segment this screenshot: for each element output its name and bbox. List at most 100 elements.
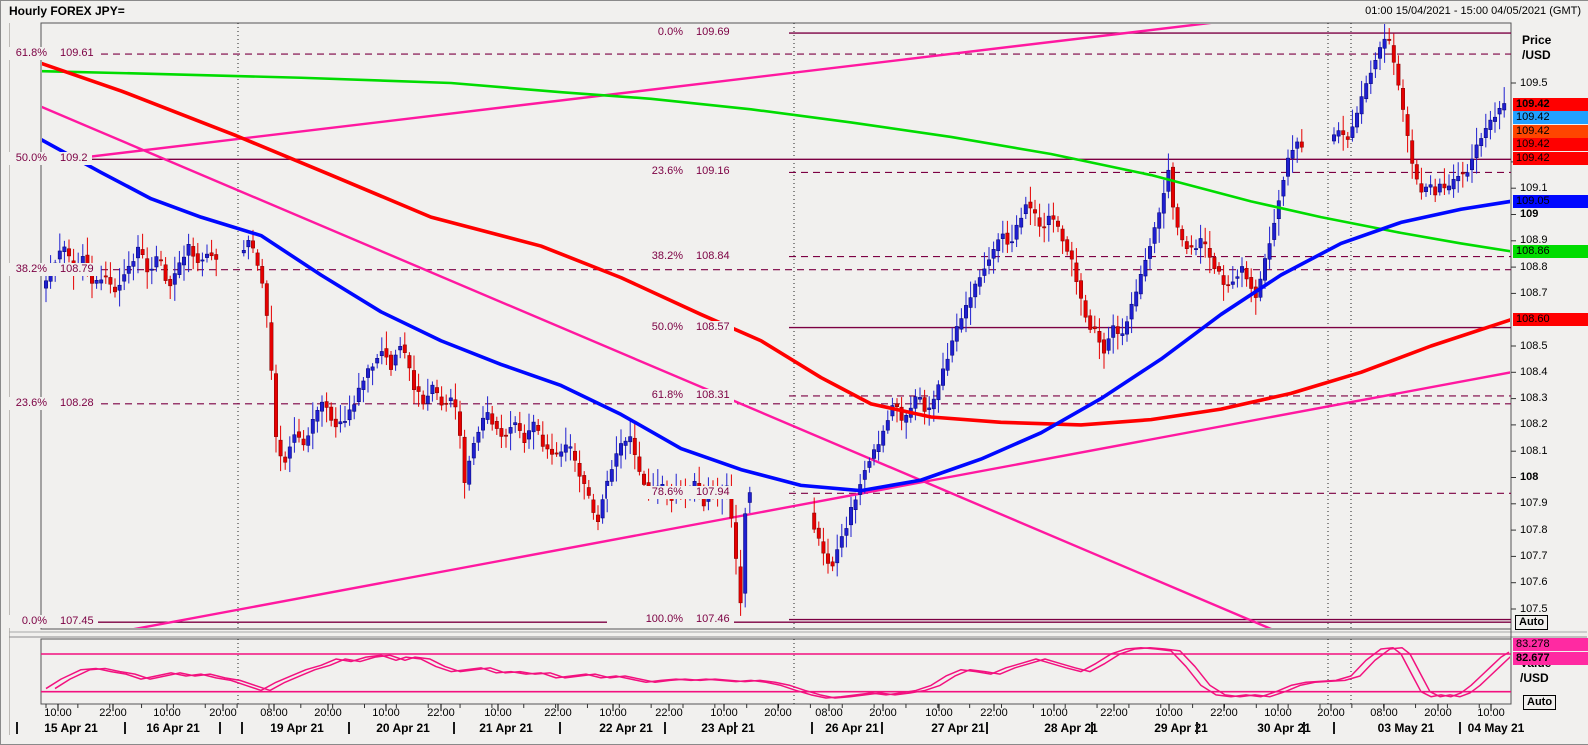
candle-body-down — [545, 444, 550, 450]
candle-body-down — [1345, 136, 1350, 140]
candle-body-up — [1451, 178, 1456, 190]
candle-body-down — [895, 403, 899, 408]
candle-body-up — [1138, 273, 1143, 295]
candle-body-up — [1111, 325, 1116, 338]
candle-body-down — [168, 279, 173, 287]
candle-body-up — [1378, 47, 1382, 59]
candle-body-up — [1497, 107, 1502, 115]
candle-body-up — [379, 351, 384, 357]
stochastic-d-line[interactable] — [54, 646, 1518, 699]
candle-body-down — [1065, 239, 1070, 252]
candle-body-down — [435, 387, 439, 394]
candle-body-up — [839, 536, 844, 548]
candle-body-down — [269, 322, 274, 371]
candle-body-up — [370, 366, 375, 371]
candle-body-down — [67, 248, 71, 257]
value-axis-auto-button[interactable]: Auto — [1523, 695, 1557, 710]
candle-body-up — [1437, 183, 1442, 193]
candle-body-up — [467, 460, 472, 485]
candle-body-up — [720, 493, 725, 499]
candle-body-up — [1235, 276, 1240, 279]
candle-body-down — [462, 436, 467, 483]
candle-body-down — [596, 514, 600, 522]
candle-body-up — [918, 397, 922, 400]
candle-body-down — [260, 266, 265, 284]
candle-body-down — [278, 439, 283, 457]
candle-body-down — [1207, 248, 1212, 258]
chart-time-range: 01:00 15/04/2021 - 15:00 04/05/2021 (GMT… — [1365, 5, 1581, 17]
candle-body-down — [251, 240, 255, 249]
candle-body-down — [71, 260, 76, 276]
candle-body-down — [1396, 63, 1401, 86]
candle-body-up — [292, 434, 297, 443]
candle-body-up — [310, 419, 315, 434]
candle-body-down — [812, 512, 817, 530]
candle-body-up — [660, 484, 665, 488]
candle-body-up — [614, 453, 619, 467]
candle-body-down — [1221, 275, 1226, 285]
candle-body-up — [605, 480, 610, 499]
candle-body-down — [1028, 201, 1033, 209]
candle-body-down — [683, 487, 688, 495]
candle-body-down — [550, 448, 554, 455]
candle-body-down — [145, 258, 150, 273]
candle-body-up — [1134, 291, 1139, 307]
candle-body-down — [264, 283, 269, 316]
candle-body-down — [1092, 326, 1097, 330]
candle-body-up — [172, 273, 177, 285]
candle-body-up — [1295, 141, 1300, 149]
falling-trendline[interactable] — [41, 105, 1286, 636]
candle-body-up — [315, 410, 320, 422]
candle-body-up — [968, 297, 973, 308]
candle-body-down — [439, 396, 444, 406]
candle-body-down — [1033, 209, 1037, 214]
rising-support-trendline[interactable] — [129, 371, 1511, 630]
candle-body-up — [1106, 338, 1111, 351]
candle-body-up — [471, 443, 476, 459]
candle-body-down — [1184, 241, 1189, 249]
candle-body-up — [1046, 215, 1051, 226]
candle-body-down — [159, 259, 163, 262]
candle-body-down — [1212, 257, 1217, 270]
candle-body-up — [609, 469, 614, 482]
candle-body-up — [881, 430, 886, 446]
candle-body-up — [398, 346, 403, 351]
candle-body-down — [1442, 183, 1447, 189]
candle-body-down — [85, 254, 90, 268]
ma-blue[interactable] — [41, 138, 1511, 493]
candle-body-down — [573, 450, 577, 461]
candle-body-down — [1410, 140, 1415, 164]
candle-body-down — [329, 406, 334, 421]
candle-body-up — [941, 368, 945, 386]
candle-body-down — [494, 421, 499, 429]
ma-red[interactable] — [41, 61, 1511, 427]
candle-body-down — [816, 527, 821, 539]
candle-body-up — [747, 492, 752, 503]
rising-channel-trendline[interactable] — [45, 20, 1236, 164]
candle-body-up — [122, 274, 127, 282]
candle-body-down — [1115, 326, 1120, 334]
candle-body-down — [140, 249, 145, 256]
candle-body-up — [853, 499, 858, 510]
candle-body-down — [1102, 339, 1106, 354]
candle-body-up — [1350, 126, 1355, 138]
candle-body-up — [154, 256, 159, 268]
candle-body-down — [1074, 262, 1079, 282]
candle-body-up — [527, 430, 531, 440]
candle-body-up — [1000, 233, 1005, 239]
candle-body-down — [1175, 207, 1180, 228]
candle-body-up — [950, 340, 955, 356]
candle-body-up — [1456, 176, 1461, 182]
ma-green[interactable] — [41, 69, 1511, 253]
candle-body-down — [297, 431, 301, 438]
candle-body-down — [384, 348, 389, 358]
candle-body-up — [366, 368, 370, 378]
candle-body-down — [191, 246, 196, 257]
stochastic-k-line[interactable] — [45, 646, 1510, 699]
candle-body-down — [324, 401, 329, 408]
candle-body-up — [53, 262, 58, 270]
candlestick-series[interactable] — [44, 23, 1507, 616]
price-axis-auto-button[interactable]: Auto — [1515, 615, 1549, 630]
candle-body-down — [517, 423, 522, 431]
